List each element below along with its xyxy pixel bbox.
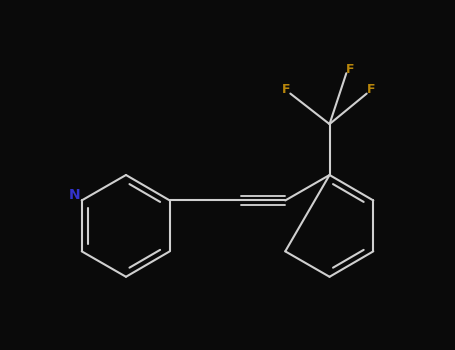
Text: F: F — [367, 83, 375, 96]
Text: F: F — [282, 83, 291, 96]
Text: F: F — [346, 63, 354, 76]
Text: N: N — [68, 188, 80, 202]
